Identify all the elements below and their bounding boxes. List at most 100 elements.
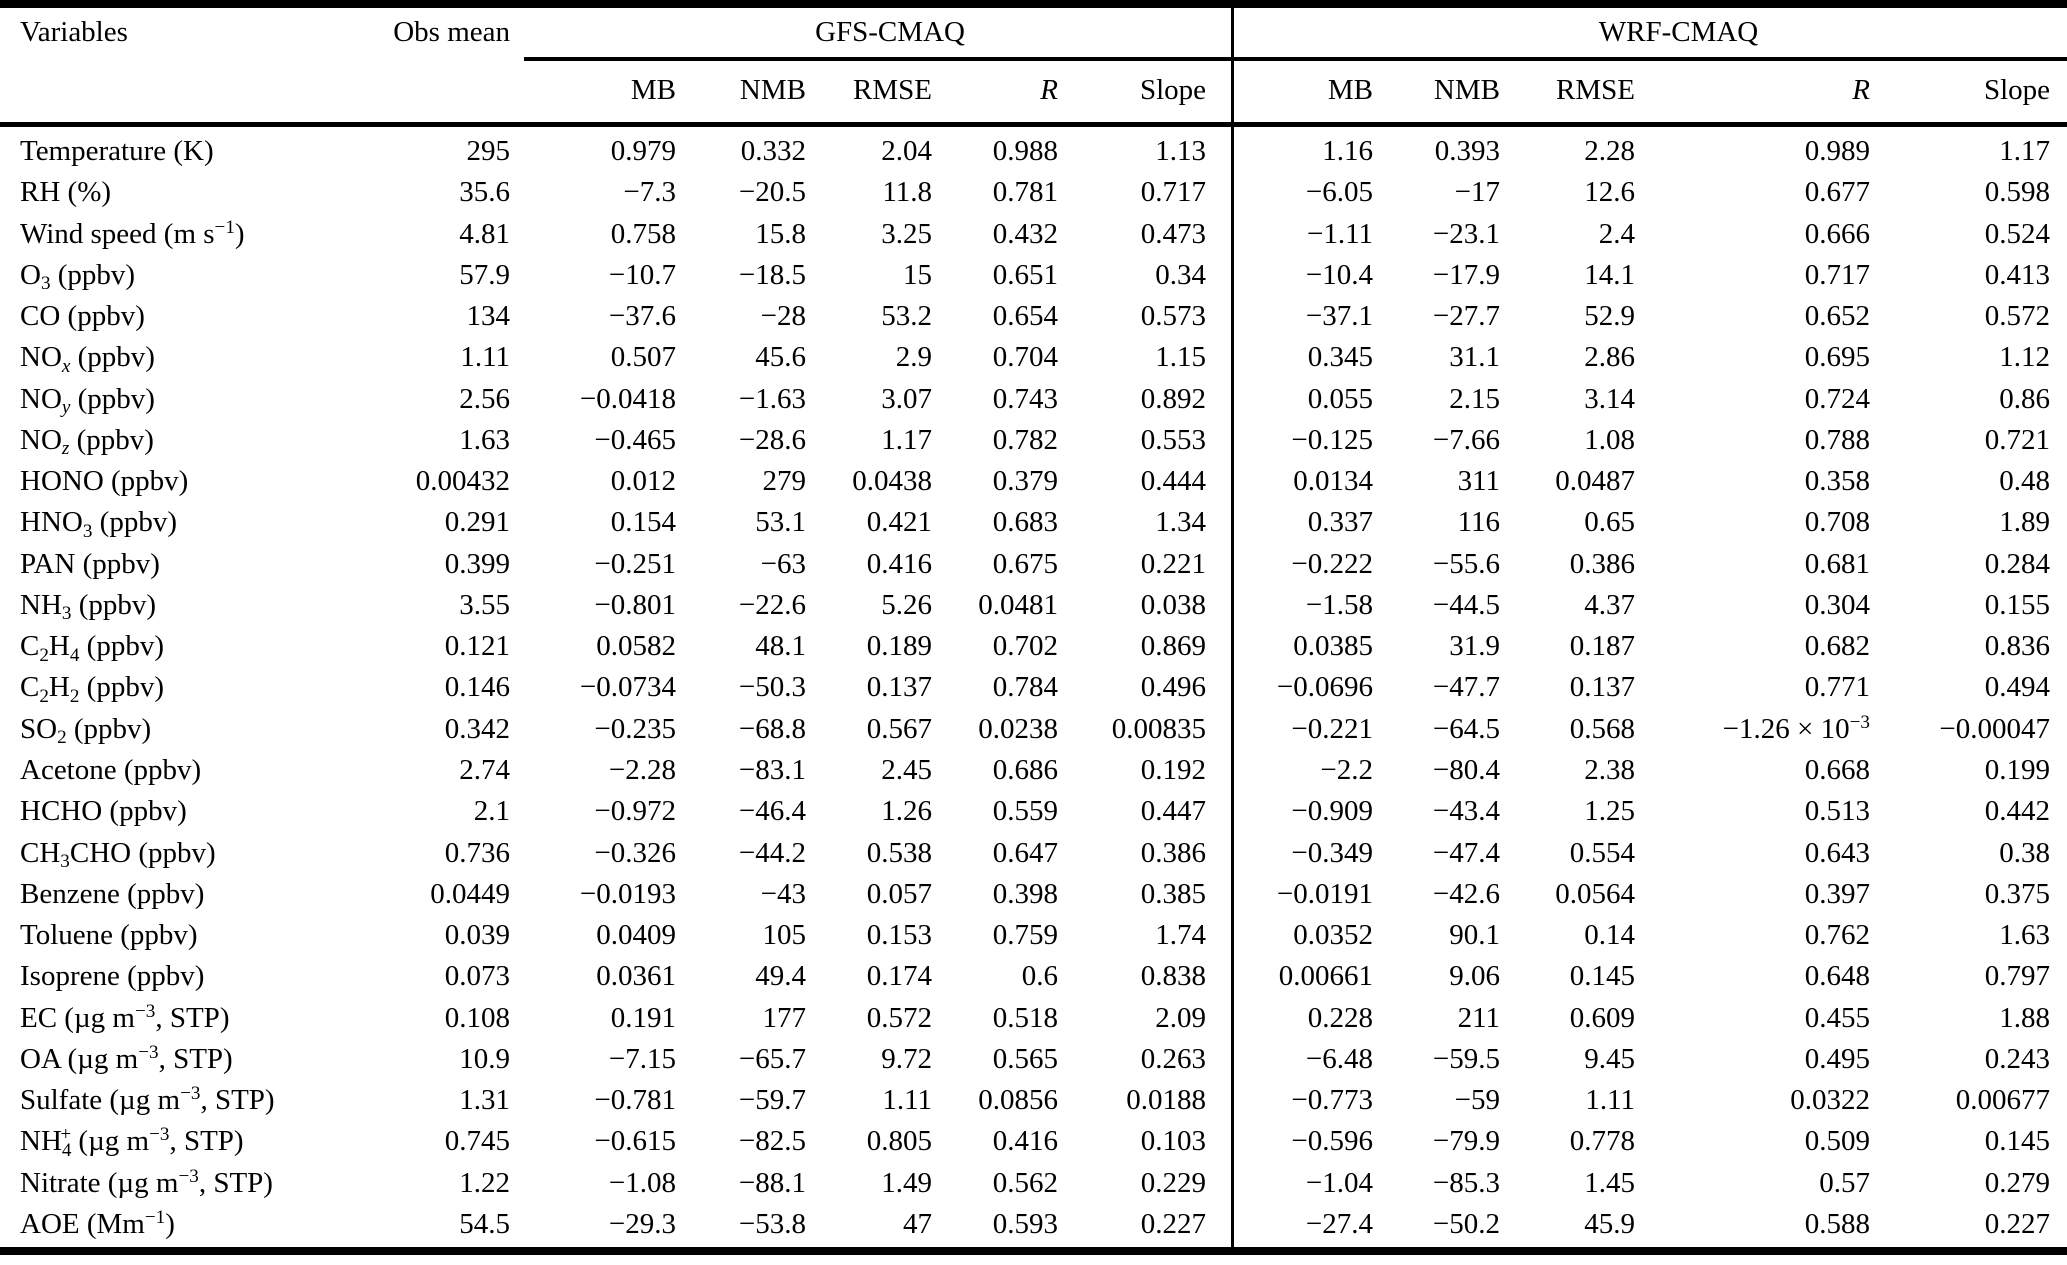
- wrf-slope-cell: 0.598: [1984, 176, 2050, 209]
- obs-mean-cell: 0.073: [444, 960, 510, 993]
- gfs-rmse-cell: 0.421: [866, 506, 932, 539]
- gfs-mb-cell: −0.235: [594, 712, 676, 745]
- wrf-r-cell: 0.762: [1804, 919, 1870, 952]
- wrf-slope-cell: 0.375: [1984, 877, 2050, 910]
- table-row: Isoprene (ppbv) 0.073 0.0361 49.4 0.174 …: [0, 956, 2067, 997]
- wrf-slope-cell: 1.12: [1999, 341, 2050, 374]
- gfs-slope-cell: 1.15: [1155, 341, 1206, 374]
- table-row: NH3 (ppbv) 3.55 −0.801 −22.6 5.26 0.0481…: [0, 585, 2067, 626]
- wrf-rmse-cell: 0.0564: [1555, 877, 1635, 910]
- gfs-r-cell: 0.647: [992, 836, 1058, 869]
- wrf-slope-cell: 0.797: [1984, 960, 2050, 993]
- table-row: Benzene (ppbv) 0.0449 −0.0193 −43 0.057 …: [0, 874, 2067, 915]
- wrf-mb-cell: 0.00661: [1278, 960, 1373, 993]
- gfs-slope-cell: 0.038: [1140, 588, 1206, 621]
- col-header-wrf-r: R: [1852, 74, 1870, 106]
- col-header-wrf-rmse: RMSE: [1556, 74, 1635, 106]
- gfs-mb-cell: −0.615: [594, 1125, 676, 1158]
- gfs-rmse-cell: 0.0438: [852, 465, 932, 498]
- wrf-slope-cell: 0.524: [1984, 217, 2050, 250]
- wrf-slope-cell: −0.00047: [1939, 712, 2050, 745]
- wrf-slope-cell: 0.155: [1984, 588, 2050, 621]
- wrf-r-cell: 0.695: [1804, 341, 1870, 374]
- wrf-rmse-cell: 0.609: [1569, 1001, 1635, 1034]
- wrf-nmb-cell: −64.5: [1432, 712, 1500, 745]
- gfs-mb-cell: −0.326: [594, 836, 676, 869]
- variable-cell: NOx (ppbv): [20, 341, 155, 377]
- wrf-mb-cell: −0.349: [1291, 836, 1373, 869]
- gfs-nmb-cell: 105: [762, 919, 807, 952]
- wrf-r-cell: 0.648: [1804, 960, 1870, 993]
- gfs-r-cell: 0.784: [992, 671, 1058, 704]
- gfs-nmb-cell: −18.5: [738, 258, 806, 291]
- wrf-r-cell: 0.495: [1804, 1042, 1870, 1075]
- wrf-rmse-cell: 0.0487: [1555, 465, 1635, 498]
- wrf-r-cell: 0.681: [1804, 547, 1870, 580]
- gfs-slope-cell: 0.192: [1140, 753, 1206, 786]
- gfs-nmb-cell: −53.8: [738, 1207, 806, 1240]
- wrf-nmb-cell: −55.6: [1432, 547, 1500, 580]
- gfs-nmb-cell: 177: [762, 1001, 807, 1034]
- header-separator-rule: [0, 122, 2067, 127]
- wrf-mb-cell: 0.345: [1307, 341, 1373, 374]
- obs-mean-cell: 57.9: [459, 258, 510, 291]
- wrf-nmb-cell: −79.9: [1432, 1125, 1500, 1158]
- wrf-slope-cell: 1.88: [1999, 1001, 2050, 1034]
- gfs-r-cell: 0.683: [992, 506, 1058, 539]
- table-row: Toluene (ppbv) 0.039 0.0409 105 0.153 0.…: [0, 915, 2067, 956]
- gfs-rmse-cell: 9.72: [881, 1042, 932, 1075]
- variable-cell: CH3CHO (ppbv): [20, 836, 216, 872]
- obs-mean-cell: 0.039: [444, 919, 510, 952]
- obs-mean-cell: 0.121: [444, 630, 510, 663]
- wrf-nmb-cell: 31.1: [1449, 341, 1500, 374]
- wrf-mb-cell: −10.4: [1305, 258, 1373, 291]
- gfs-r-cell: 0.6: [1021, 960, 1058, 993]
- table-row: SO2 (ppbv) 0.342 −0.235 −68.8 0.567 0.02…: [0, 709, 2067, 750]
- variable-cell: Isoprene (ppbv): [20, 960, 205, 993]
- col-header-gfs-rmse: RMSE: [853, 74, 932, 106]
- variable-cell: Nitrate (µg m−3, STP): [20, 1165, 273, 1199]
- wrf-r-cell: 0.668: [1804, 753, 1870, 786]
- gfs-mb-cell: −7.15: [608, 1042, 676, 1075]
- gfs-slope-cell: 0.717: [1140, 176, 1206, 209]
- obs-mean-cell: 295: [466, 135, 511, 167]
- variable-cell: Sulfate (µg m−3, STP): [20, 1083, 275, 1117]
- gfs-rmse-cell: 0.153: [866, 919, 932, 952]
- wrf-r-cell: 0.513: [1804, 795, 1870, 828]
- gfs-mb-cell: 0.012: [610, 465, 676, 498]
- wrf-r-cell: −1.26 × 10−3: [1722, 711, 1870, 745]
- table-body: Temperature (K) 295 0.979 0.332 2.04 0.9…: [0, 131, 2067, 1245]
- gfs-slope-cell: 0.263: [1140, 1042, 1206, 1075]
- gfs-slope-cell: 1.13: [1155, 135, 1206, 167]
- wrf-r-cell: 0.0322: [1790, 1084, 1870, 1117]
- wrf-mb-cell: 0.228: [1307, 1001, 1373, 1034]
- wrf-nmb-cell: −27.7: [1432, 300, 1500, 333]
- wrf-mb-cell: −0.222: [1291, 547, 1373, 580]
- table-row: Nitrate (µg m−3, STP) 1.22 −1.08 −88.1 1…: [0, 1163, 2067, 1204]
- wrf-mb-cell: −37.1: [1305, 300, 1373, 333]
- table-row: NH4+ (µg m−3, STP) 0.745 −0.615 −82.5 0.…: [0, 1121, 2067, 1162]
- gfs-slope-cell: 0.0188: [1126, 1084, 1206, 1117]
- table-row: C2H4 (ppbv) 0.121 0.0582 48.1 0.189 0.70…: [0, 626, 2067, 667]
- wrf-slope-cell: 1.63: [1999, 919, 2050, 952]
- gfs-mb-cell: 0.0409: [596, 919, 676, 952]
- table-row: HNO3 (ppbv) 0.291 0.154 53.1 0.421 0.683…: [0, 502, 2067, 543]
- gfs-rmse-cell: 3.07: [881, 382, 932, 415]
- obs-mean-cell: 1.63: [459, 423, 510, 456]
- gfs-nmb-cell: −82.5: [738, 1125, 806, 1158]
- col-header-gfs-nmb: NMB: [739, 74, 806, 106]
- column-divider-line: [1231, 8, 1234, 1247]
- gfs-nmb-cell: −1.63: [738, 382, 806, 415]
- gfs-nmb-cell: 49.4: [755, 960, 806, 993]
- wrf-r-cell: 0.57: [1819, 1166, 1870, 1199]
- gfs-mb-cell: −0.781: [594, 1084, 676, 1117]
- gfs-mb-cell: 0.507: [610, 341, 676, 374]
- variable-cell: SO2 (ppbv): [20, 712, 152, 749]
- wrf-nmb-cell: 31.9: [1449, 630, 1500, 663]
- wrf-r-cell: 0.643: [1804, 836, 1870, 869]
- wrf-slope-cell: 0.199: [1984, 753, 2050, 786]
- gfs-slope-cell: 0.892: [1140, 382, 1206, 415]
- obs-mean-cell: 0.00432: [415, 465, 510, 498]
- wrf-nmb-cell: 90.1: [1449, 919, 1500, 952]
- wrf-mb-cell: 0.0134: [1293, 465, 1373, 498]
